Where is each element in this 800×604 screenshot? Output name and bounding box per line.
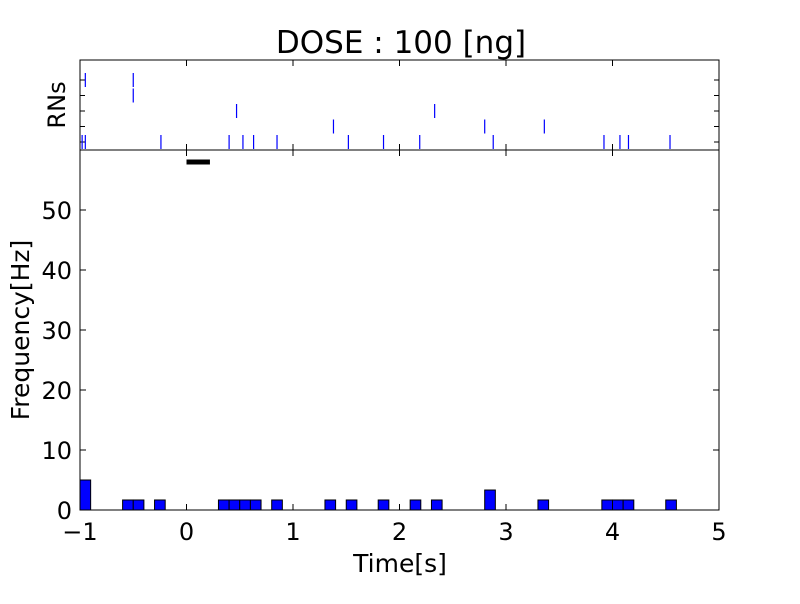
x-axis-label: Time[s] (352, 549, 447, 578)
x-tick-label: 2 (392, 518, 407, 546)
histogram-bar (377, 499, 390, 511)
histogram-bar (345, 499, 358, 511)
histogram-bar (228, 499, 241, 511)
histogram-bars (79, 479, 677, 511)
y-tick-label: 50 (41, 197, 72, 225)
raster-frame (79, 59, 720, 151)
y-tick-label: 30 (41, 317, 72, 345)
histogram-bar (622, 499, 635, 511)
histogram-bar (430, 499, 443, 511)
histogram-bar (665, 499, 677, 511)
raster-tick-marks (80, 79, 719, 143)
histogram-bar (612, 499, 624, 511)
y-tick-label: 20 (41, 377, 72, 405)
raster-spikes (81, 73, 671, 149)
histogram-bar (122, 499, 134, 511)
histogram-bar (217, 499, 230, 511)
x-tick-label: 3 (498, 518, 513, 546)
histogram-bar (239, 499, 251, 511)
x-tick-label: 5 (711, 518, 726, 546)
histogram-frame (79, 149, 720, 511)
histogram-bar (271, 499, 283, 511)
histogram-bar (484, 489, 496, 511)
histogram-bar (249, 499, 262, 511)
x-tick-label: 0 (179, 518, 194, 546)
histogram-bar (537, 499, 550, 511)
histogram-bar (409, 499, 422, 511)
histogram-bar (79, 479, 92, 511)
x-tick-label: 4 (605, 518, 620, 546)
x-tick-label: −1 (62, 518, 97, 546)
x-tick-label: 1 (285, 518, 300, 546)
chart-title: DOSE : 100 [ng] (276, 25, 526, 61)
histogram-bar (324, 499, 337, 511)
raster-ylabel: RNs (43, 81, 71, 128)
y-tick-label: 40 (41, 257, 72, 285)
y-tick-label: 10 (41, 437, 72, 465)
histogram-bar (132, 499, 145, 511)
histogram-bar (154, 499, 166, 511)
y-tick-label: 0 (57, 497, 72, 525)
y-axis-label: Frequency[Hz] (6, 240, 35, 421)
raster-panel: RNs (43, 59, 720, 151)
histogram-bar (601, 499, 613, 511)
